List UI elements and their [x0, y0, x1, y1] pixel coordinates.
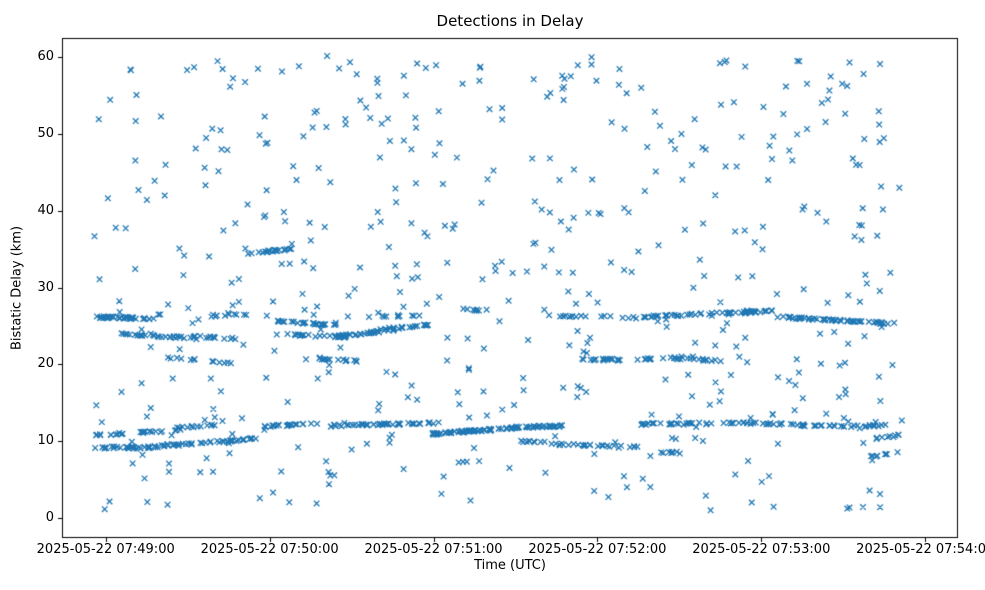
y-tick-label: 60 — [37, 49, 54, 65]
x-tick-label: 2025-05-22 07:53:00 — [692, 542, 831, 557]
y-tick-label: 30 — [37, 279, 54, 295]
x-tick-label: 2025-05-22 07:52:00 — [528, 542, 667, 557]
chart-title: Detections in Delay — [436, 12, 584, 30]
x-tick-label: 2025-05-22 07:50:00 — [200, 542, 339, 557]
x-axis-label: Time (UTC) — [474, 558, 546, 573]
x-tick-label: 2025-05-22 07:51:00 — [364, 542, 503, 557]
y-tick-label: 40 — [37, 202, 54, 218]
x-tick-label: 2025-05-22 07:49:00 — [36, 542, 175, 557]
y-tick-label: 50 — [37, 126, 54, 141]
y-tick-label: 20 — [37, 356, 54, 372]
x-tick-label: 2025-05-22 07:54:00 — [856, 542, 985, 557]
y-tick-label: 0 — [45, 510, 54, 526]
y-tick-label: 10 — [37, 433, 54, 449]
